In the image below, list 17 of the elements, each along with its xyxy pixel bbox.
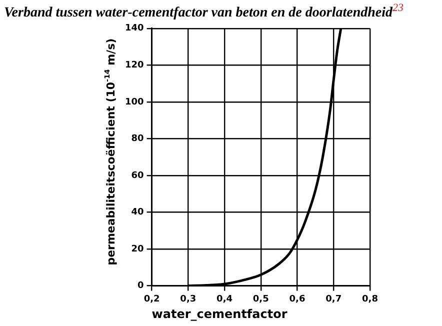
y-tick-label: 100 (124, 97, 144, 108)
y-tick-label: 120 (124, 60, 144, 71)
y-tick-label: 60 (131, 170, 144, 181)
y-tick-label: 20 (131, 244, 144, 254)
x-tick-label: 0,2 (144, 294, 160, 305)
y-tick-label: 0 (138, 281, 144, 292)
y-tick-label: 80 (131, 134, 144, 144)
chart-title: Verband tussen water-cementfactor van beton en de doorlatendheid$^{23}$ (4, 2, 404, 22)
x-tick-label: 0,6 (289, 294, 306, 305)
x-tick-label: 0,7 (326, 294, 342, 305)
y-tick-label: 140 (124, 24, 144, 34)
x-tick-label: 0,5 (252, 294, 269, 305)
x-tick-label: 0,8 (362, 294, 378, 305)
x-tick-label: 0,3 (180, 294, 196, 305)
x-tick-label: 0,4 (216, 294, 232, 305)
y-tick-label: 40 (131, 208, 144, 218)
x-axis-title: water_cementfactor (152, 306, 288, 321)
